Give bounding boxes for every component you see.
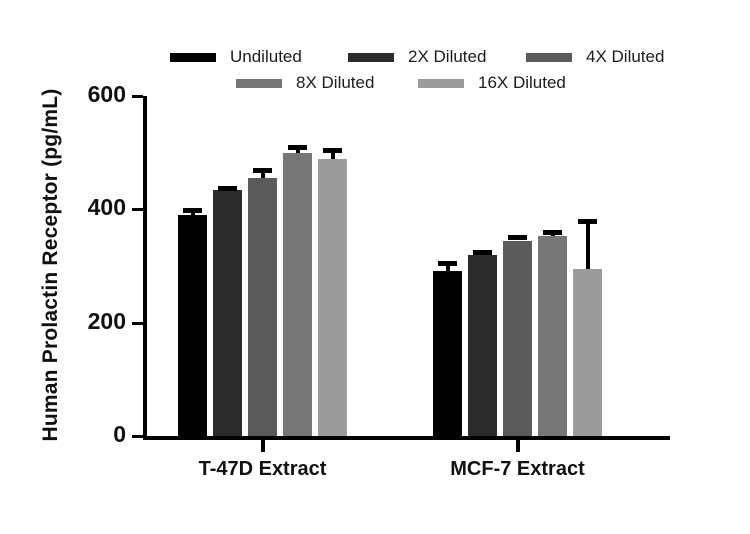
chart-legend: Undiluted 2X Diluted 4X Diluted 8X Dilut… [170,44,710,96]
error-bar-cap [288,145,307,150]
y-axis-tick-label: 0 [113,421,126,447]
legend-label: 8X Diluted [296,73,375,92]
y-axis-title: Human Prolactin Receptor (pg/mL) [39,88,62,442]
x-axis-group-label: T-47D Extract [198,458,327,480]
legend-row-1: Undiluted 2X Diluted 4X Diluted [170,44,710,70]
error-bar-cap [323,147,342,153]
x-axis-tick [260,440,265,452]
y-axis-tick: 0 [113,421,143,447]
bar [213,190,242,436]
error-bar-cap [253,168,272,174]
legend-label: 16X Diluted [478,73,566,92]
legend-label: 2X Diluted [408,47,487,66]
bar [178,215,207,436]
bar [573,269,602,436]
bar [283,152,312,436]
legend-item-16x-diluted: 16X Diluted [418,73,600,93]
error-bar-line [260,170,265,179]
y-axis-tick: 600 [88,81,143,107]
error-bar-cap [578,219,597,225]
y-axis-tick: 200 [88,308,143,334]
legend-swatch-icon [348,52,394,62]
bar [433,270,462,436]
error-bar-cap [438,261,457,267]
error-bar-cap [473,249,492,255]
error-bar-cap [218,185,237,191]
bar [318,159,347,436]
y-axis-tick-label: 400 [87,194,126,221]
error-bar-cap [508,235,527,241]
x-axis-line [143,436,670,440]
bar [248,178,277,436]
legend-item-4x-diluted: 4X Diluted [526,47,696,67]
legend-swatch-icon [418,78,464,88]
x-axis-tick [515,440,520,452]
legend-swatch-icon [170,52,216,62]
error-bar-cap [543,230,562,235]
legend-swatch-icon [236,78,282,88]
error-bar-line [330,149,335,160]
legend-item-2x-diluted: 2X Diluted [348,47,526,67]
y-axis-tick-label: 200 [87,307,126,334]
x-axis-group-label: MCF-7 Extract [450,458,585,480]
error-bar-line [445,263,450,271]
legend-swatch-icon [526,52,572,62]
legend-label: 4X Diluted [586,47,665,66]
legend-label: Undiluted [230,47,302,66]
bar [538,235,567,436]
legend-item-undiluted: Undiluted [170,47,348,67]
bar [503,240,532,436]
legend-row-2: 8X Diluted 16X Diluted [170,70,710,96]
y-axis-tick: 400 [88,194,143,220]
plot-area: 0 200 400 600 T-47D Extract MCF-7 Extract [88,81,670,480]
error-bar-line [585,221,590,270]
legend-item-8x-diluted: 8X Diluted [236,73,418,93]
y-axis-line [143,96,147,436]
y-axis-tick-label: 600 [87,81,126,107]
error-bar-cap [183,208,202,214]
bar [468,254,497,436]
